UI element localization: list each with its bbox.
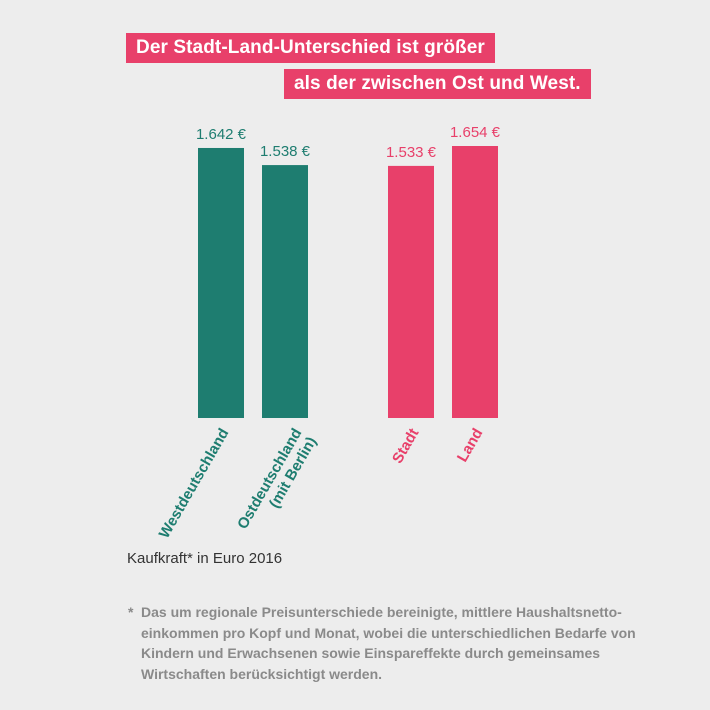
bar-value-label: 1.533 € <box>386 144 437 161</box>
bar <box>262 165 308 418</box>
bar-value-label: 1.538 € <box>260 143 311 160</box>
footnote-line: Das um regionale Preisunterschiede berei… <box>141 604 622 620</box>
bar <box>452 146 498 418</box>
footnote-text: Das um regionale Preisunterschiede berei… <box>141 602 651 684</box>
category-label-line: Land <box>454 426 487 466</box>
category-label: Stadt <box>389 425 422 466</box>
bar-value-label: 1.642 € <box>196 126 247 143</box>
bar <box>388 165 434 418</box>
category-label-line: Westdeutschland <box>156 426 233 541</box>
bar <box>198 147 244 419</box>
bar-chart: 1.642 € Westdeutschland 1.538 € Ostdeutschl… <box>156 124 501 541</box>
footnote-star: * <box>128 604 134 620</box>
category-label: Land <box>454 426 487 466</box>
footnote-line: Wirtschaften berücksichtigt werden. <box>141 665 383 682</box>
footnote-line: einkommen pro Kopf und Monat, wobei die … <box>141 624 636 641</box>
footnote-line: Kindern und Erwachsenen sowie Einspareff… <box>141 645 601 661</box>
unit-note: Kaufkraft* in Euro 2016 <box>127 550 283 567</box>
category-label: Westdeutschland <box>156 426 233 541</box>
title-line-1: Der Stadt-Land-Unterschied ist größer <box>126 33 495 63</box>
category-label: Ostdeutschland(mit Berlin) <box>234 425 320 540</box>
category-label-line: Stadt <box>389 425 422 466</box>
bar-value-label: 1.654 € <box>450 124 501 141</box>
title-line-2: als der zwischen Ost und West. <box>284 69 591 99</box>
